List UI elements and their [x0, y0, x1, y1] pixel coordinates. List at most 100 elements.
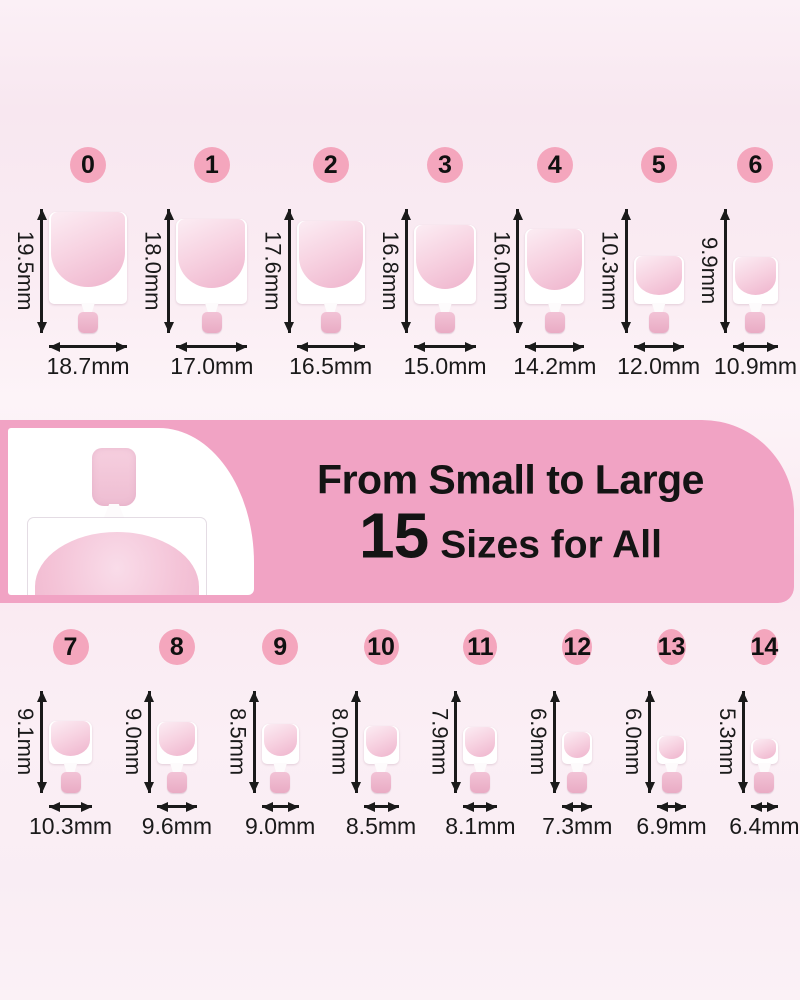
nail-surface	[564, 732, 591, 758]
size-number-badge: 0	[70, 147, 106, 183]
badge-row: 8	[157, 629, 197, 665]
nail-surface	[51, 212, 125, 287]
width-label-row: 10.9mm	[714, 353, 797, 380]
size-number-badge: 5	[640, 147, 677, 183]
measure-and-nail: 8.0mm	[327, 691, 399, 793]
width-label-row: 6.9mm	[636, 813, 706, 840]
nail-stem	[547, 303, 562, 312]
nail-plate	[525, 229, 585, 304]
height-label: 9.1mm	[13, 708, 38, 776]
badge-row: 9	[262, 629, 299, 665]
width-label-row: 17.0mm	[170, 353, 253, 380]
nail-surface	[178, 219, 246, 288]
width-label: 9.6mm	[141, 813, 212, 839]
width-label: 9.0mm	[245, 813, 316, 839]
width-label: 7.3mm	[542, 813, 613, 839]
nail-stem	[63, 763, 78, 772]
measure-and-nail: 18.0mm	[139, 209, 248, 333]
press-on-nail-image	[296, 221, 365, 333]
measure-and-nail: 9.0mm	[120, 691, 197, 793]
vertical-arrow-icon	[741, 691, 745, 793]
width-arrow-row	[176, 345, 248, 348]
width-label-row: 12.0mm	[617, 353, 700, 380]
nail-surface	[51, 721, 90, 756]
nail-stem	[473, 763, 488, 772]
vertical-arrow-icon	[252, 691, 256, 793]
width-label-row: 16.5mm	[289, 353, 372, 380]
nail-stem	[204, 303, 219, 312]
nail-plate	[261, 724, 299, 764]
nail-plate	[562, 732, 593, 764]
height-label: 7.9mm	[427, 708, 453, 776]
banner-subtitle-line: 15 Sizes for All	[255, 503, 766, 567]
badge-row: 0	[49, 147, 127, 183]
height-label: 19.5mm	[13, 231, 38, 311]
horizontal-arrow-icon	[49, 345, 127, 348]
width-arrow-row	[156, 805, 197, 808]
vertical-arrow-icon	[516, 209, 520, 333]
vertical-arrow-icon	[454, 691, 458, 793]
vertical-arrow-icon	[287, 209, 291, 333]
size-item: 7 9.1mm 10.3mm	[12, 629, 112, 840]
badge-row: 10	[363, 629, 399, 665]
nail-plate	[657, 736, 687, 764]
press-on-nail-image	[657, 736, 687, 793]
press-on-nail-image	[732, 257, 778, 333]
badge-row: 13	[657, 629, 687, 665]
nail-tab	[201, 312, 222, 333]
nail-tab	[270, 772, 291, 793]
size-item: 3 16.8mm 15.0mm	[377, 147, 487, 380]
nail-tab	[567, 772, 588, 793]
badge-row: 1	[176, 147, 247, 183]
horizontal-arrow-icon	[562, 805, 593, 808]
horizontal-arrow-icon	[657, 805, 687, 808]
press-on-nail-image	[49, 212, 127, 333]
width-arrow-row	[633, 345, 684, 348]
height-label: 5.3mm	[714, 708, 740, 776]
width-label-row: 8.5mm	[346, 813, 416, 840]
width-label-row: 18.7mm	[46, 353, 129, 380]
width-label: 8.1mm	[445, 813, 516, 839]
nail-tab	[78, 312, 98, 333]
width-arrow-row	[296, 345, 365, 348]
measure-and-nail: 16.0mm	[488, 209, 585, 333]
size-number-badge: 2	[312, 147, 349, 183]
vertical-arrow-icon	[354, 691, 358, 793]
height-label: 6.0mm	[621, 708, 647, 776]
horizontal-arrow-icon	[156, 805, 197, 808]
nail-stem	[570, 763, 585, 772]
nail-tab	[371, 772, 392, 793]
horizontal-arrow-icon	[296, 345, 365, 348]
size-number-badge: 14	[750, 629, 779, 665]
width-label-row: 7.3mm	[542, 813, 612, 840]
size-number-badge: 6	[737, 147, 774, 183]
nail-tab	[745, 312, 766, 333]
size-item: 4 16.0mm 14.2mm	[488, 147, 596, 380]
vertical-arrow-icon	[723, 209, 727, 333]
banner-title: From Small to Large	[317, 456, 704, 502]
width-arrow-row	[49, 345, 127, 348]
width-label-row: 6.4mm	[729, 813, 799, 840]
size-number-badge: 12	[562, 629, 593, 665]
size-number-badge: 13	[657, 629, 687, 665]
size-row-0-6: 0 19.5mm 18.7mm 1 18.0mm 17.0mm 2 17.6mm 16.5mm 3…	[0, 147, 800, 380]
nail-tab	[754, 772, 775, 793]
size-item: 2 17.6mm 16.5mm	[260, 147, 372, 380]
height-label: 6.9mm	[526, 708, 552, 776]
nail-tab	[544, 312, 565, 333]
press-on-nail-image	[463, 727, 498, 793]
width-label-row: 15.0mm	[403, 353, 486, 380]
press-on-nail-image	[633, 256, 684, 333]
vertical-arrow-icon	[553, 691, 557, 793]
width-arrow-row	[261, 805, 299, 808]
nail-stem	[757, 763, 772, 772]
width-arrow-row	[49, 805, 92, 808]
nail-stem-closeup	[103, 504, 125, 520]
width-label-row: 9.0mm	[245, 813, 315, 840]
horizontal-arrow-icon	[49, 805, 92, 808]
measure-and-nail: 6.9mm	[525, 691, 593, 793]
nail-plate	[176, 219, 248, 304]
badge-row: 14	[750, 629, 779, 665]
size-item: 11 7.9mm 8.1mm	[426, 629, 516, 840]
